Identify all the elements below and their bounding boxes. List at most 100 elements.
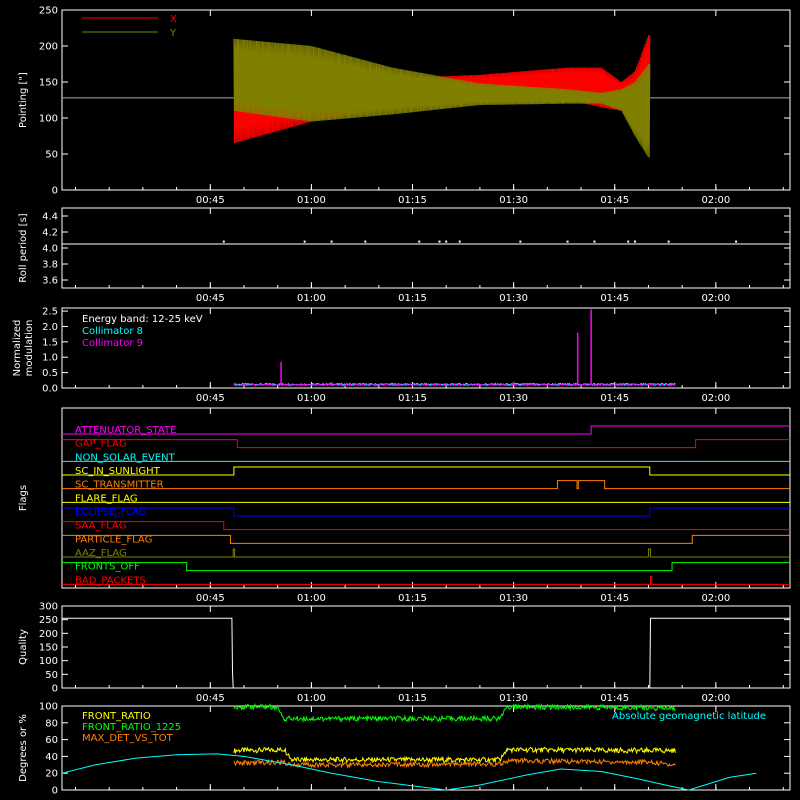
roll-period-point bbox=[519, 240, 522, 243]
roll-period-point bbox=[330, 240, 333, 243]
y-tick-label: 80 bbox=[45, 718, 58, 729]
flag-label: FLARE_FLAG bbox=[75, 493, 138, 504]
flag-line bbox=[62, 562, 790, 572]
flag-label: PARTICLE_FLAG bbox=[75, 534, 152, 545]
flag-label: GAP_FLAG bbox=[75, 439, 127, 450]
roll-period-point bbox=[445, 240, 448, 243]
x-tick-label: 01:15 bbox=[398, 693, 427, 704]
flag-label: AAZ_FLAG bbox=[75, 548, 127, 559]
flag-line bbox=[62, 534, 790, 544]
series-line bbox=[233, 745, 676, 765]
flag-label: SC_IN_SUNLIGHT bbox=[75, 466, 161, 477]
y-tick-label: 60 bbox=[45, 735, 58, 746]
panel-frame-1 bbox=[61, 9, 791, 191]
y-tick-label: 0 bbox=[52, 786, 58, 797]
x-tick-label: 01:30 bbox=[499, 393, 528, 404]
flag-label: SC_TRANSMITTER bbox=[75, 480, 164, 491]
x-tick-label: 01:00 bbox=[297, 593, 326, 604]
x-tick-label: 01:45 bbox=[600, 693, 629, 704]
flag-label: FRONTS_OFF bbox=[75, 562, 140, 573]
series-y-line bbox=[233, 38, 651, 158]
roll-period-point bbox=[633, 240, 636, 243]
legend-label: FRONT_RATIO_1225 bbox=[82, 722, 181, 733]
y-tick-label: 100 bbox=[39, 656, 58, 667]
x-tick-label: 00:45 bbox=[196, 693, 225, 704]
x-tick-label: 01:15 bbox=[398, 593, 427, 604]
flag-label: BAD_PACKETS bbox=[75, 575, 146, 586]
x-tick-label: 00:45 bbox=[196, 293, 225, 304]
y-tick-label: 100 bbox=[39, 702, 58, 713]
x-tick-label: 01:45 bbox=[600, 195, 629, 206]
x-tick-label: 01:45 bbox=[600, 293, 629, 304]
flag-line bbox=[62, 439, 790, 449]
flag-label: ECLIPSE_FLAG bbox=[75, 507, 146, 518]
panel-frame-4 bbox=[61, 407, 791, 589]
x-tick-label: 01:30 bbox=[499, 293, 528, 304]
x-tick-label: 01:00 bbox=[297, 293, 326, 304]
y-tick-label: 200 bbox=[39, 629, 58, 640]
x-tick-label: 01:30 bbox=[499, 195, 528, 206]
y-tick-label: 2.0 bbox=[42, 322, 58, 333]
roll-period-point bbox=[364, 240, 367, 243]
x-tick-label: 02:00 bbox=[701, 195, 730, 206]
x-tick-label: 02:00 bbox=[701, 293, 730, 304]
flag-line bbox=[62, 548, 790, 558]
x-tick-label: 02:00 bbox=[701, 593, 730, 604]
roll-period-point bbox=[222, 240, 225, 243]
y-axis-label: Degrees or % bbox=[18, 714, 29, 782]
y-tick-label: 0.5 bbox=[42, 368, 58, 379]
roll-period-point bbox=[566, 240, 569, 243]
legend-label-x: X bbox=[170, 14, 177, 25]
y-tick-label: 250 bbox=[39, 6, 58, 17]
y-tick-label: 3.8 bbox=[42, 260, 58, 271]
panel-frame-6 bbox=[61, 705, 791, 791]
x-tick-label: 01:30 bbox=[499, 593, 528, 604]
y-tick-label: 1.5 bbox=[42, 337, 58, 348]
y-tick-label: 40 bbox=[45, 752, 58, 763]
y-tick-label: 4.0 bbox=[42, 244, 58, 255]
flag-label: NON_SOLAR_EVENT bbox=[75, 452, 176, 463]
roll-period-point bbox=[438, 240, 441, 243]
energy-band-annotation: Energy band: 12-25 keV bbox=[82, 314, 203, 325]
x-tick-label: 01:30 bbox=[499, 693, 528, 704]
y-tick-label: 0.0 bbox=[42, 384, 58, 395]
y-tick-label: 300 bbox=[39, 602, 58, 613]
y-axis-label: Pointing ["] bbox=[18, 72, 29, 128]
quality-line bbox=[62, 617, 790, 689]
flag-line bbox=[62, 480, 790, 490]
roll-period-point bbox=[458, 240, 461, 243]
roll-period-point bbox=[418, 240, 421, 243]
roll-period-point bbox=[735, 240, 738, 243]
y-tick-label: 50 bbox=[45, 670, 58, 681]
flag-line bbox=[62, 466, 790, 476]
y-tick-label: 100 bbox=[39, 114, 58, 125]
roll-period-point bbox=[627, 240, 630, 243]
flag-line bbox=[62, 575, 790, 585]
x-tick-label: 01:00 bbox=[297, 693, 326, 704]
y-tick-label: 4.2 bbox=[42, 228, 58, 239]
panel-frame-2 bbox=[61, 207, 791, 289]
y-tick-label: 2.5 bbox=[42, 307, 58, 318]
y-tick-label: 3.6 bbox=[42, 276, 58, 287]
y-tick-label: 150 bbox=[39, 78, 58, 89]
y-tick-label: 150 bbox=[39, 643, 58, 654]
y-tick-label: 50 bbox=[45, 150, 58, 161]
x-tick-label: 01:45 bbox=[600, 393, 629, 404]
flag-label: ATTENUATOR_STATE bbox=[75, 425, 176, 436]
y-axis-label: Roll period [s] bbox=[18, 213, 29, 282]
y-tick-label: 20 bbox=[45, 769, 58, 780]
x-tick-label: 00:45 bbox=[196, 593, 225, 604]
y-axis-label: Flags bbox=[18, 485, 29, 511]
y-axis-label: Quality bbox=[18, 629, 29, 665]
flag-line bbox=[62, 507, 790, 517]
x-tick-label: 00:45 bbox=[196, 393, 225, 404]
flag-line bbox=[62, 521, 790, 531]
modulation-line bbox=[233, 382, 676, 387]
right-legend-label: Absolute geomagnetic latitude bbox=[612, 711, 766, 722]
legend-label: Collimator 9 bbox=[82, 338, 143, 349]
y-tick-label: 0 bbox=[52, 186, 58, 197]
y-tick-label: 4.4 bbox=[42, 212, 58, 223]
flag-line bbox=[62, 425, 790, 435]
legend-label: Collimator 8 bbox=[82, 326, 143, 337]
